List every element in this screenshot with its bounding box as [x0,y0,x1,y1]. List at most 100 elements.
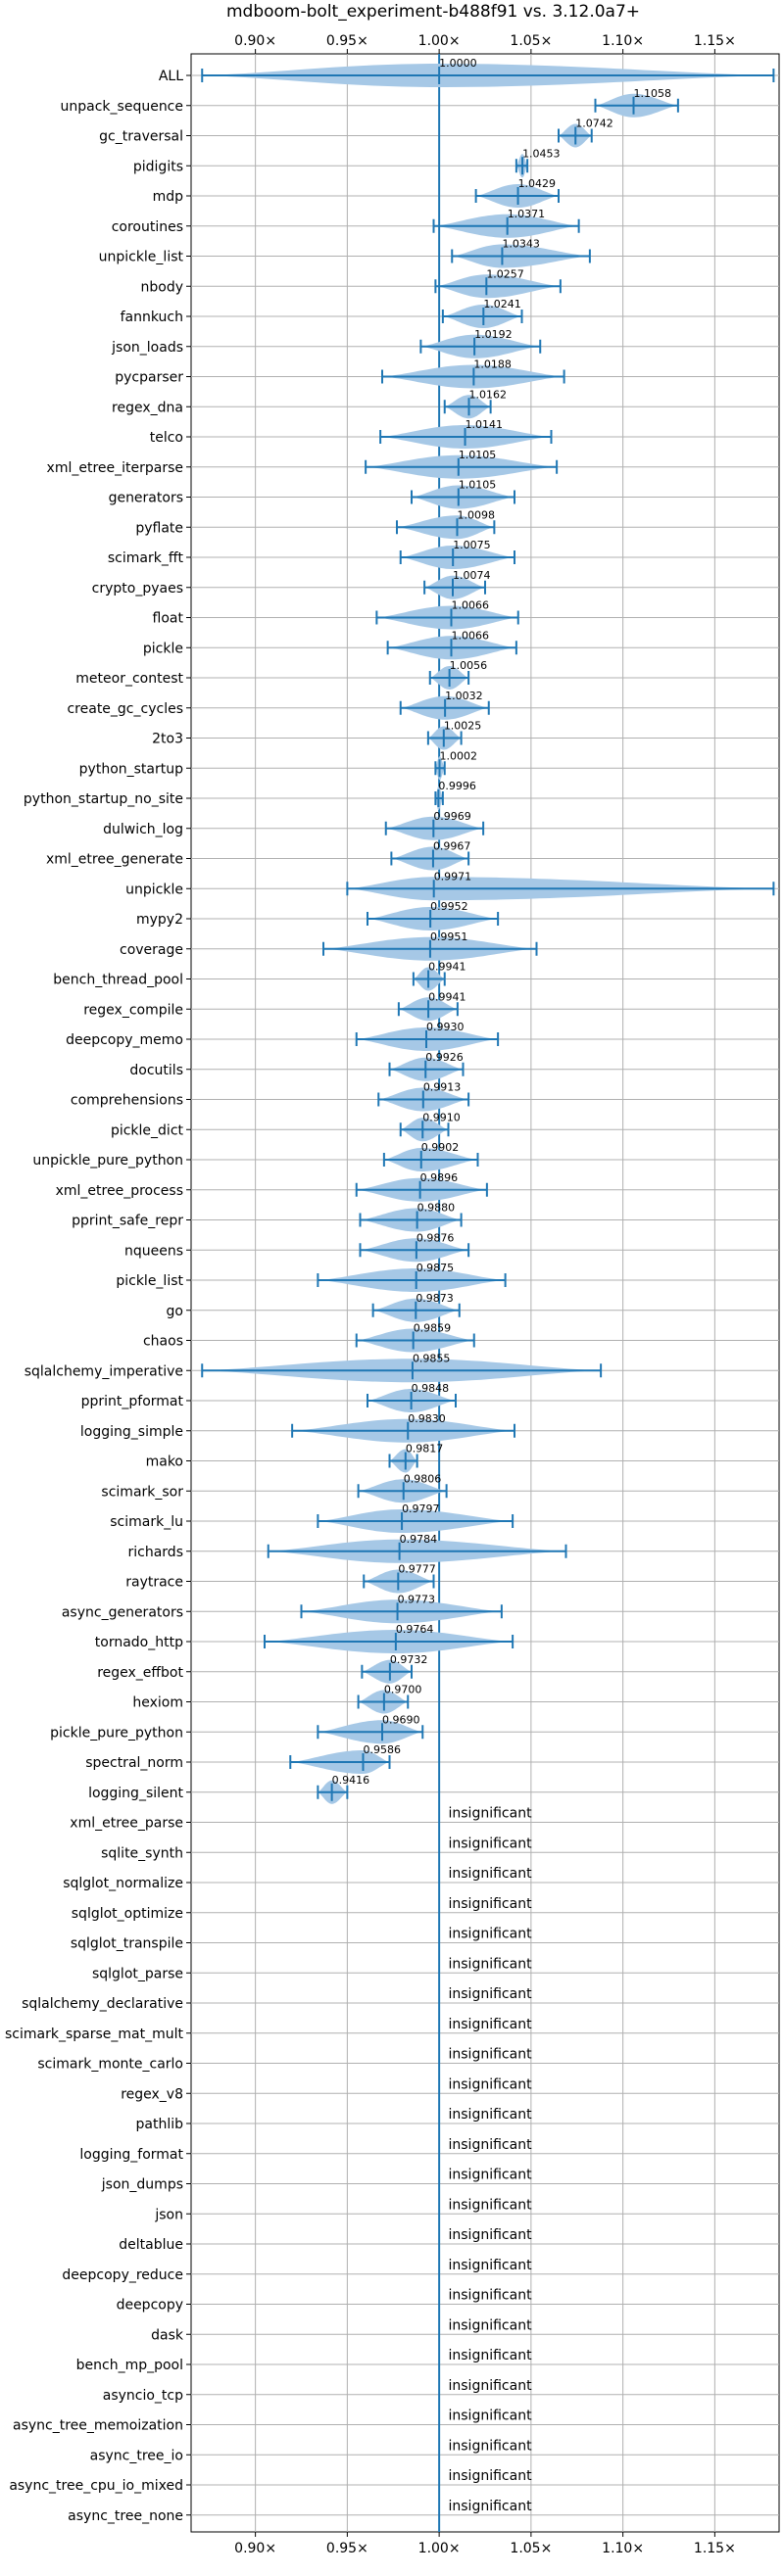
insignificant-label: insignificant [449,2107,533,2123]
benchmark-label: json [154,2207,183,2222]
benchmark-label: logging_format [79,2147,183,2163]
value-label: 0.9996 [438,780,476,792]
benchmark-label: chaos [143,1334,183,1350]
insignificant-label: insignificant [449,2409,533,2424]
benchmark-label: coroutines [112,219,183,235]
x-tick-label-bottom: 1.10× [602,2541,644,2556]
insignificant-label: insignificant [449,2017,533,2032]
benchmark-label: async_tree_none [68,2508,183,2524]
value-label: 0.9875 [416,1262,455,1274]
benchmark-label: pidigits [133,159,183,174]
insignificant-label: insignificant [449,2047,533,2063]
benchmark-label: async_tree_io [90,2448,183,2463]
insignificant-label: insignificant [449,2499,533,2514]
x-tick-label-top: 0.90× [234,33,276,49]
benchmark-label: unpickle_pure_python [32,1153,183,1169]
insignificant-label: insignificant [449,2137,533,2153]
value-label: 0.9764 [396,1623,434,1636]
benchmark-label: async_tree_cpu_io_mixed [9,2478,183,2494]
value-label: 0.9784 [400,1533,438,1546]
value-label: 0.9586 [364,1743,402,1756]
value-label: 0.9859 [414,1322,452,1335]
benchmark-label: async_tree_memoization [13,2418,183,2434]
benchmark-label: pickle_dict [111,1122,184,1138]
value-label: 1.0002 [440,749,478,762]
value-label: 0.9902 [421,1141,460,1154]
benchmark-label: telco [150,430,183,446]
axis-ticks: 0.90× 0.90× 0.95× 0.95× 1.00× 1.00× 1.05× 1.05×… [5,33,736,2556]
value-label: 0.9910 [422,1111,461,1123]
benchmark-label: scimark_fft [108,550,184,566]
benchmark-label: logging_simple [80,1424,183,1440]
value-label: 1.0025 [444,720,482,733]
insignificant-label: insignificant [449,2288,533,2304]
value-label: 0.9913 [423,1081,462,1094]
benchmark-label: mako [146,1455,183,1470]
value-label: 1.0188 [473,358,512,371]
value-label: 0.9777 [398,1563,436,1576]
value-label: 1.0056 [450,659,488,672]
insignificant-label: insignificant [449,1836,533,1851]
value-label: 0.9930 [426,1021,465,1033]
x-tick-label-bottom: 0.90× [234,2541,276,2556]
benchmark-label: scimark_sparse_mat_mult [5,2027,183,2042]
violins [201,64,775,1804]
benchmark-label: dask [151,2327,184,2343]
benchmark-label: raytrace [125,1575,183,1591]
value-label: 1.0000 [439,57,477,70]
insignificant-label: insignificant [449,2197,533,2213]
benchmark-label: meteor_contest [75,671,183,687]
chart-title: mdboom-bolt_experiment-b488f91 vs. 3.12.… [226,2,640,22]
benchmark-label: python_startup_no_site [24,791,183,807]
insignificant-label: insignificant [449,2317,533,2333]
benchmark-label: fannkuch [121,310,183,325]
insignificant-label: insignificant [449,2076,533,2092]
benchmark-label: ALL [159,69,183,84]
value-label: 1.0141 [466,418,504,431]
x-tick-label-bottom: 1.05× [510,2541,552,2556]
insignificant-label: insignificant [449,2168,533,2183]
benchmark-label: tornado_http [95,1635,183,1650]
value-label: 1.0098 [458,508,496,521]
value-label: 1.0032 [445,690,483,702]
value-label: 1.0066 [452,629,490,642]
benchmark-label: bench_mp_pool [76,2358,183,2373]
benchmark-label: create_gc_cycles [67,701,183,717]
benchmark-label: bench_thread_pool [53,973,183,988]
x-tick-label-top: 1.10× [602,33,644,49]
benchmark-label: scimark_monte_carlo [37,2057,183,2073]
value-label: 0.9830 [408,1412,446,1425]
insignificant-label: insignificant [449,2227,533,2243]
benchmark-label: hexiom [132,1695,183,1711]
insignificant-label: insignificant [449,1956,533,1972]
value-label: 0.9941 [428,990,466,1003]
value-label: 1.0257 [486,267,524,280]
benchmark-label: pycparser [115,370,183,386]
benchmark-label: unpickle [125,882,183,897]
benchmark-label: pathlib [136,2117,184,2132]
value-label: 0.9941 [428,961,466,974]
insignificant-label: insignificant [449,1986,533,2002]
value-label: 0.9896 [420,1171,459,1184]
value-label: 0.9969 [433,810,471,823]
benchmark-label: unpickle_list [99,250,184,265]
benchmark-label: xml_etree_process [56,1183,183,1199]
benchmark-label: scimark_sor [101,1484,183,1500]
benchmark-label: coverage [120,942,183,958]
benchmark-label: sqlglot_transpile [71,1936,183,1952]
benchmark-label: xml_etree_generate [46,852,183,868]
benchmark-label: pprint_safe_repr [72,1214,183,1229]
labels: 1.0000 1.1058 1.0742 1.0453 1.0429 1.0371 1.03… [332,57,671,2514]
value-label: 0.9855 [413,1352,451,1364]
value-label: 1.0371 [508,208,546,220]
benchmark-label: mypy2 [136,912,183,928]
benchmark-label: spectral_norm [85,1755,183,1771]
value-label: 1.0742 [575,118,613,130]
benchmark-label: json_loads [111,340,183,356]
benchmark-label: pickle_list [116,1273,183,1289]
value-label: 1.0192 [474,328,513,341]
value-label: 1.0105 [459,479,497,492]
benchmark-label: deepcopy [117,2298,183,2314]
insignificant-label: insignificant [449,2348,533,2363]
